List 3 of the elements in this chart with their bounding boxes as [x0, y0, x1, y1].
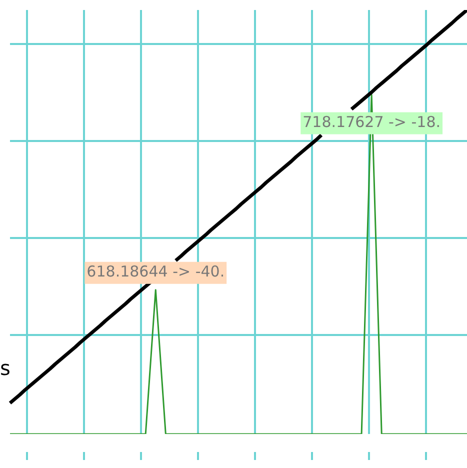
annotation: 618.18644 -> -40. [86, 262, 225, 281]
annotation: 718.17627 -> -18. [302, 113, 441, 132]
annotation: s [0, 356, 10, 380]
